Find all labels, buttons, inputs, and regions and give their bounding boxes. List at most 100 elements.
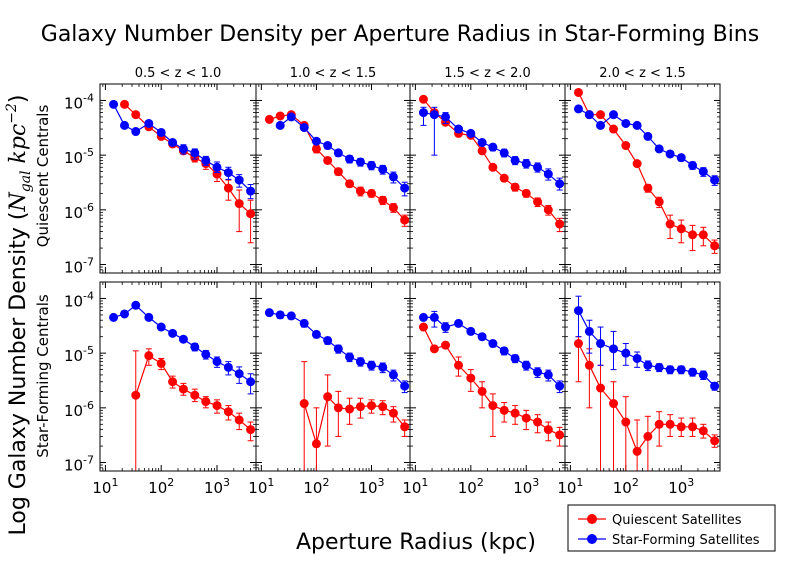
data-point-starforming: [234, 369, 244, 379]
data-point-starforming: [466, 326, 476, 336]
data-point-quiescent: [665, 419, 675, 429]
x-tick-label: 103: [358, 476, 384, 497]
data-point-quiescent: [533, 417, 543, 427]
data-point-starforming: [584, 326, 594, 336]
data-point-starforming: [212, 357, 222, 367]
row-label-quiescent-centrals: Quiescent Centrals: [34, 105, 52, 248]
panel-r1-c1: 101 102 103: [248, 281, 411, 497]
data-point-starforming: [632, 353, 642, 363]
data-point-starforming: [621, 118, 631, 128]
data-point-quiescent: [246, 425, 256, 435]
data-point-quiescent: [388, 203, 398, 213]
x-tick-label: 101: [557, 476, 583, 497]
data-point-starforming: [333, 344, 343, 354]
data-point-quiescent: [168, 377, 178, 387]
data-point-starforming: [246, 377, 256, 387]
y-tick-label: 10-5: [64, 146, 94, 167]
data-point-starforming: [388, 172, 398, 182]
data-point-quiescent: [510, 408, 520, 418]
data-point-quiescent: [367, 188, 376, 198]
x-tick-label: 101: [92, 476, 118, 497]
data-point-starforming: [234, 175, 244, 185]
data-point-starforming: [643, 360, 653, 370]
data-point-quiescent: [676, 224, 686, 234]
data-point-starforming: [632, 120, 642, 130]
data-point-quiescent: [477, 386, 487, 396]
data-point-starforming: [654, 362, 664, 372]
legend-swatch-marker-starforming: [587, 534, 597, 544]
data-point-starforming: [190, 148, 200, 158]
data-point-starforming: [156, 322, 166, 332]
legend: Quiescent Satellites Star-Forming Satell…: [567, 504, 776, 552]
data-point-starforming: [378, 362, 388, 372]
data-point-starforming: [510, 353, 520, 363]
data-point-quiescent: [144, 351, 154, 361]
data-point-starforming: [596, 339, 606, 349]
data-point-quiescent: [609, 124, 619, 134]
data-point-quiescent: [499, 173, 509, 183]
figure-title: Galaxy Number Density per Aperture Radiu…: [41, 22, 759, 47]
panel-r0-c2: [409, 83, 566, 274]
x-tick-label: 102: [458, 476, 484, 497]
x-tick-label: 103: [513, 476, 539, 497]
data-point-quiescent: [654, 419, 664, 429]
data-point-quiescent: [521, 188, 531, 198]
data-point-quiescent: [367, 401, 376, 411]
data-point-quiescent: [621, 141, 631, 151]
column-title-3: 2.0 < z < 1.5: [599, 66, 686, 81]
data-point-quiescent: [609, 399, 619, 409]
data-point-quiescent: [234, 199, 244, 209]
panel-r0-c0: 10-7 10-6 10-5 10-4: [64, 83, 257, 277]
data-point-starforming: [120, 309, 130, 319]
data-point-starforming: [212, 162, 222, 172]
data-point-starforming: [109, 99, 119, 109]
data-point-starforming: [388, 370, 398, 380]
data-point-starforming: [441, 112, 451, 122]
x-tick-label: 102: [148, 476, 174, 497]
column-title-2: 1.5 < z < 2.0: [444, 66, 531, 81]
data-point-quiescent: [355, 186, 365, 196]
data-point-quiescent: [246, 209, 256, 219]
data-point-starforming: [286, 311, 296, 321]
data-point-quiescent: [323, 155, 333, 165]
data-point-quiescent: [477, 146, 487, 156]
data-point-quiescent: [418, 322, 428, 332]
data-point-quiescent: [400, 422, 410, 432]
data-point-quiescent: [454, 360, 464, 370]
data-point-starforming: [246, 186, 256, 196]
data-point-quiescent: [710, 241, 720, 251]
data-point-starforming: [223, 362, 233, 372]
data-point-quiescent: [333, 403, 343, 413]
data-point-starforming: [418, 108, 428, 118]
panel-frame: [409, 281, 566, 472]
x-axis-label: Aperture Radius (kpc): [296, 530, 536, 555]
x-tick-label: 103: [204, 476, 230, 497]
data-point-starforming: [378, 164, 388, 174]
x-tick-label: 103: [668, 476, 694, 497]
data-point-starforming: [643, 131, 653, 141]
data-point-quiescent: [665, 219, 675, 229]
data-point-starforming: [367, 360, 376, 370]
data-point-starforming: [190, 342, 200, 352]
data-point-quiescent: [632, 159, 642, 169]
data-point-starforming: [441, 322, 451, 332]
data-point-quiescent: [345, 404, 355, 414]
data-point-quiescent: [311, 439, 321, 449]
data-point-quiescent: [584, 360, 594, 370]
data-point-quiescent: [573, 87, 583, 97]
data-point-quiescent: [688, 230, 698, 240]
data-point-starforming: [555, 179, 565, 189]
column-title-0: 0.5 < z < 1.0: [135, 66, 222, 81]
data-point-starforming: [333, 148, 343, 158]
data-point-starforming: [168, 138, 178, 148]
data-point-starforming: [275, 120, 285, 130]
data-point-starforming: [555, 381, 565, 391]
data-point-starforming: [665, 149, 675, 159]
data-point-quiescent: [632, 446, 642, 456]
data-point-starforming: [521, 159, 531, 169]
data-point-starforming: [109, 312, 119, 322]
data-point-starforming: [676, 365, 686, 375]
data-point-quiescent: [596, 383, 606, 393]
y-tick-label: 10-5: [64, 344, 94, 365]
data-point-starforming: [418, 312, 428, 322]
